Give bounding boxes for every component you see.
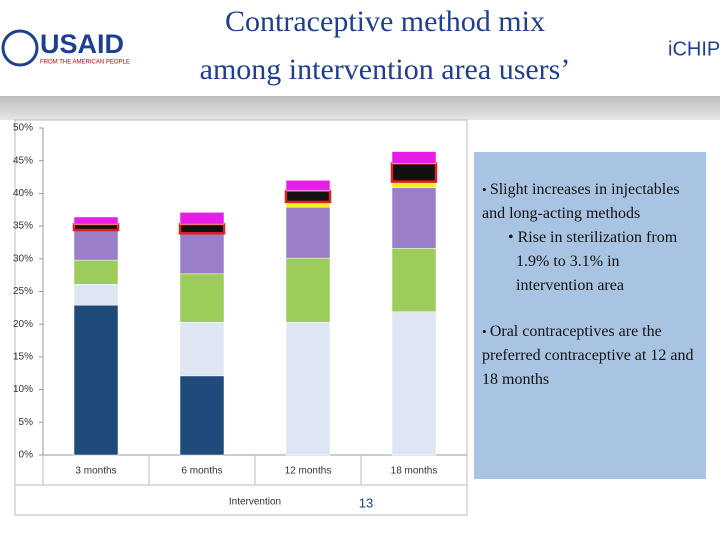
bar-segment [73,216,119,225]
left-logo: USAID [40,29,124,59]
x-tick-label: 12 months [285,466,332,477]
x-tick-label: 18 months [391,466,438,477]
y-tick-label: 45% [13,155,33,166]
bar-segment [391,187,437,249]
header-band [0,96,720,120]
y-tick-label: 20% [13,319,33,330]
bar-segment [284,189,332,204]
title-line1: Contraceptive method mix [225,5,545,38]
left-logo-tagline: FROM THE AMERICAN PEOPLE [40,60,130,66]
right-logo: iCHIP [668,38,720,60]
seal [1,29,39,67]
y-tick-label: 5% [19,417,34,428]
y-tick-label: 10% [13,384,33,395]
bar-segment [178,222,226,235]
bar-segment [179,375,225,456]
bar-segment [73,304,119,456]
y-tick-label: 0% [19,450,34,461]
sub-bullet: Rise in sterilization from 1.9% to 3.1% … [516,226,698,298]
title-line2: among intervention area users’ [200,53,571,86]
page-number: 13 [359,495,373,510]
y-tick-label: 30% [13,253,33,264]
bar-segment [285,180,331,192]
bar-segment [73,229,119,261]
y-tick-label: 15% [13,352,33,363]
bar-segment [285,257,331,323]
bar-segment [179,233,225,275]
bar-segment [73,259,119,285]
bar-segment [285,321,331,456]
x-tick-label: 6 months [181,466,222,477]
x-axis-label: Intervention [229,497,281,508]
bar-segment [179,321,225,377]
bar-segment [179,212,225,225]
bar-segment [390,162,438,183]
y-tick-label: 25% [13,286,33,297]
bar-segment [391,311,437,456]
bullet: Oral contraceptives are the preferred co… [482,320,698,392]
bar-segment [391,151,437,164]
bar-segment [72,222,120,232]
bar-segment [285,206,331,259]
bar-segment [179,273,225,323]
bar-segment [391,248,437,313]
y-tick-label: 50% [13,123,33,134]
x-tick-label: 3 months [75,466,116,477]
y-tick-label: 40% [13,188,33,199]
callout: Slight increases in injectables and long… [474,152,706,479]
y-tick-label: 35% [13,221,33,232]
bullet: Slight increases in injectables and long… [482,178,698,226]
bar-segment [73,284,119,306]
